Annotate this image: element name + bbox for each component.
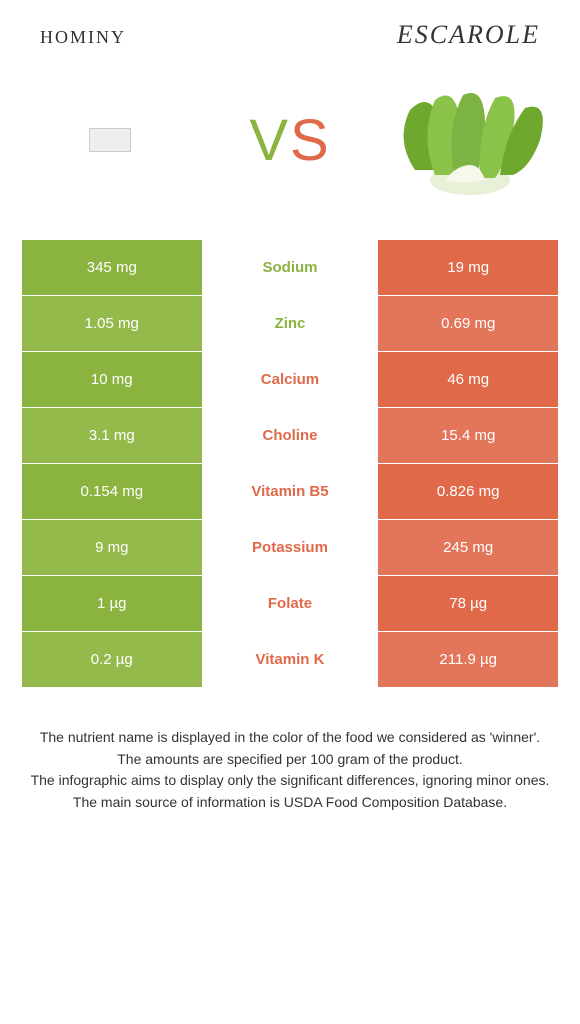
left-value: 1.05 mg [22, 296, 202, 351]
footer-line: The nutrient name is displayed in the co… [22, 728, 558, 748]
left-food-image [20, 70, 200, 210]
nutrient-name: Vitamin B5 [202, 464, 379, 519]
nutrient-name: Sodium [202, 240, 379, 295]
footer-notes: The nutrient name is displayed in the co… [0, 688, 580, 812]
nutrient-name: Zinc [202, 296, 379, 351]
table-row: 345 mgSodium19 mg [22, 240, 558, 296]
left-value: 9 mg [22, 520, 202, 575]
header: hominy Escarole [0, 0, 580, 60]
left-value: 10 mg [22, 352, 202, 407]
right-value: 245 mg [378, 520, 558, 575]
left-value: 1 µg [22, 576, 202, 631]
hero-section: VS [0, 60, 580, 240]
left-value: 345 mg [22, 240, 202, 295]
table-row: 1.05 mgZinc0.69 mg [22, 296, 558, 352]
placeholder-icon [89, 128, 131, 152]
footer-line: The infographic aims to display only the… [22, 771, 558, 791]
vs-v: V [249, 108, 290, 173]
table-row: 1 µgFolate78 µg [22, 576, 558, 632]
footer-line: The amounts are specified per 100 gram o… [22, 750, 558, 770]
right-value: 78 µg [378, 576, 558, 631]
nutrient-table: 345 mgSodium19 mg1.05 mgZinc0.69 mg10 mg… [22, 240, 558, 688]
left-value: 0.2 µg [22, 632, 202, 687]
right-value: 0.826 mg [378, 464, 558, 519]
nutrient-name: Folate [202, 576, 379, 631]
table-row: 10 mgCalcium46 mg [22, 352, 558, 408]
right-value: 211.9 µg [378, 632, 558, 687]
nutrient-name: Choline [202, 408, 379, 463]
table-row: 0.154 mgVitamin B50.826 mg [22, 464, 558, 520]
lettuce-icon [385, 80, 555, 200]
table-row: 0.2 µgVitamin K211.9 µg [22, 632, 558, 688]
table-row: 9 mgPotassium245 mg [22, 520, 558, 576]
right-food-image [380, 70, 560, 210]
right-value: 19 mg [378, 240, 558, 295]
footer-line: The main source of information is USDA F… [22, 793, 558, 813]
nutrient-name: Potassium [202, 520, 379, 575]
table-row: 3.1 mgCholine15.4 mg [22, 408, 558, 464]
nutrient-name: Calcium [202, 352, 379, 407]
left-value: 0.154 mg [22, 464, 202, 519]
right-food-title: Escarole [397, 20, 540, 50]
nutrient-name: Vitamin K [202, 632, 379, 687]
right-value: 46 mg [378, 352, 558, 407]
vs-s: S [290, 108, 331, 173]
right-value: 0.69 mg [378, 296, 558, 351]
left-value: 3.1 mg [22, 408, 202, 463]
right-value: 15.4 mg [378, 408, 558, 463]
left-food-title: hominy [40, 20, 126, 50]
vs-label: VS [249, 107, 330, 174]
